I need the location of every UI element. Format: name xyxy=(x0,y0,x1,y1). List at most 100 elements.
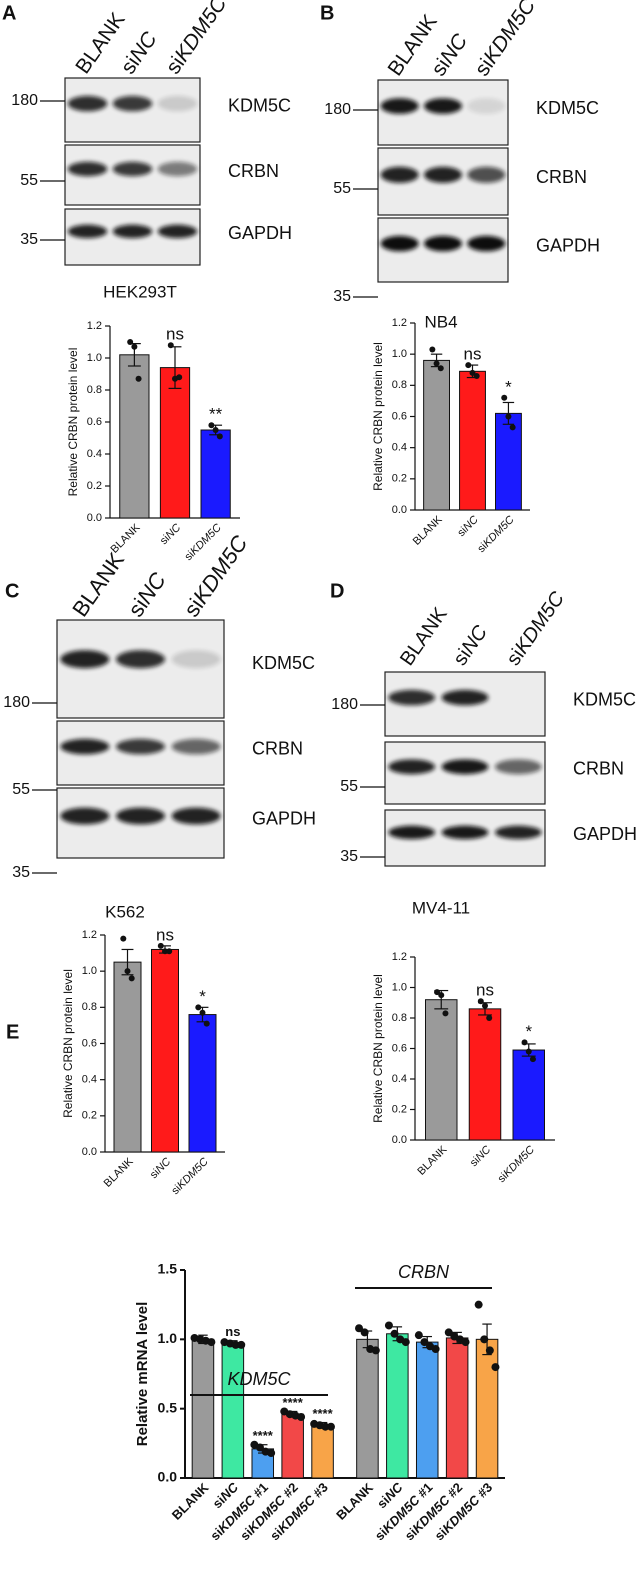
data-point xyxy=(124,968,131,975)
data-point xyxy=(401,1338,410,1347)
y-tick-label: 0.0 xyxy=(82,1146,97,1158)
marker-label: 35 xyxy=(12,864,30,881)
significance-label: ns xyxy=(166,325,184,344)
bar xyxy=(200,429,231,519)
data-point xyxy=(371,1346,380,1355)
data-point xyxy=(469,369,476,376)
blot-band xyxy=(423,166,463,183)
y-tick-label: 1.0 xyxy=(158,1330,178,1346)
data-point xyxy=(355,1324,364,1333)
y-tick-label: 0.4 xyxy=(392,442,407,454)
marker-label: 180 xyxy=(324,101,351,118)
blot-band xyxy=(116,738,165,755)
panel-label: B xyxy=(320,2,334,24)
panel-label: D xyxy=(330,580,344,602)
blot-band xyxy=(60,807,110,825)
x-tick-label: BLANK xyxy=(415,1143,449,1177)
blot-band xyxy=(116,807,165,825)
data-point xyxy=(166,948,173,955)
y-tick-label: 0.2 xyxy=(392,473,407,485)
marker-label: 55 xyxy=(340,778,358,795)
data-point xyxy=(438,992,445,999)
y-tick-label: 0.6 xyxy=(82,1037,97,1049)
data-point xyxy=(212,427,219,433)
data-point xyxy=(131,343,138,350)
lane-label: siNC xyxy=(449,621,492,670)
data-point xyxy=(128,975,135,982)
y-tick-label: 1.2 xyxy=(87,320,102,332)
cell-line: HEK293T xyxy=(103,282,177,301)
bar xyxy=(468,1008,502,1141)
blot-band xyxy=(171,738,221,755)
significance-label: ns xyxy=(156,925,174,944)
bar xyxy=(356,1338,379,1479)
group-label: CRBN xyxy=(398,1262,450,1282)
data-point xyxy=(521,1039,528,1046)
y-tick-label: 0.8 xyxy=(87,384,102,396)
bar xyxy=(119,354,150,519)
data-point xyxy=(297,1412,306,1421)
band-label: GAPDH xyxy=(228,223,292,243)
y-tick-label: 0.8 xyxy=(392,1012,407,1024)
data-point xyxy=(485,1346,494,1355)
bar xyxy=(475,1338,499,1479)
bar xyxy=(191,1338,215,1479)
band-label: CRBN xyxy=(228,161,279,181)
data-point xyxy=(509,424,516,431)
data-point xyxy=(474,1300,483,1309)
cell-line: NB4 xyxy=(424,312,457,331)
panel-label: A xyxy=(2,2,16,24)
y-tick-label: 1.2 xyxy=(392,317,407,329)
y-tick-label: 0.0 xyxy=(158,1469,178,1485)
x-tick-label: BLANK xyxy=(109,521,143,555)
lane-label: siNC xyxy=(427,29,472,80)
band-label: GAPDH xyxy=(573,824,637,844)
data-point xyxy=(199,1009,206,1016)
marker-label: 55 xyxy=(20,172,38,189)
data-point xyxy=(480,1335,489,1344)
data-point xyxy=(384,1321,393,1330)
y-tick-label: 0.5 xyxy=(158,1399,178,1415)
bar xyxy=(113,961,142,1153)
blot-band xyxy=(67,95,108,112)
blot-band xyxy=(494,825,542,840)
data-point xyxy=(127,339,134,345)
x-tick-label: siNC xyxy=(455,514,480,539)
bar xyxy=(151,948,179,1153)
data-point xyxy=(360,1328,369,1337)
data-point xyxy=(120,935,127,942)
blot-band xyxy=(441,689,489,706)
data-point xyxy=(208,422,215,429)
data-point xyxy=(231,1340,240,1349)
marker-label: 180 xyxy=(331,696,358,713)
marker-label: 55 xyxy=(12,781,30,798)
band-label: KDM5C xyxy=(228,96,291,116)
blot-band xyxy=(171,807,221,825)
bar xyxy=(512,1049,545,1141)
y-tick-label: 0.2 xyxy=(392,1103,407,1115)
data-point xyxy=(195,1004,202,1011)
data-point xyxy=(237,1340,246,1349)
y-tick-label: 0.6 xyxy=(392,1042,407,1054)
blot-band xyxy=(423,235,463,252)
lane-label: siNC xyxy=(116,27,161,78)
y-tick-label: 0.2 xyxy=(87,480,102,492)
blot-band xyxy=(157,224,198,239)
y-tick-label: 0.0 xyxy=(87,512,102,524)
y-axis-label: Relative CRBN protein level xyxy=(61,969,75,1118)
significance-label: * xyxy=(505,377,512,396)
band-label: GAPDH xyxy=(536,236,600,256)
y-tick-label: 1.0 xyxy=(392,348,407,360)
lane-label: BLANK xyxy=(67,547,129,621)
marker-label: 180 xyxy=(3,694,30,711)
data-point xyxy=(203,1020,210,1027)
blot-band xyxy=(380,235,419,252)
blot-band xyxy=(112,224,153,239)
data-point xyxy=(414,1331,423,1340)
data-point xyxy=(461,1338,470,1347)
data-point xyxy=(442,1010,449,1017)
significance-label: ns xyxy=(225,1324,240,1339)
y-tick-label: 0.0 xyxy=(392,1134,407,1146)
